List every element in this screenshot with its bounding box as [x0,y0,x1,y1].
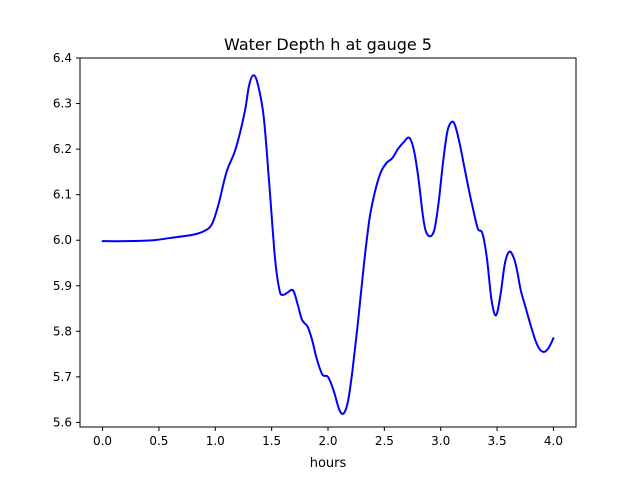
x-tick-label: 3.0 [431,434,450,448]
x-tick-label: 0.0 [93,434,112,448]
y-tick-label: 6.3 [53,97,72,111]
x-tick-label: 2.0 [318,434,337,448]
y-tick-label: 6.1 [53,188,72,202]
x-tick-label: 3.5 [488,434,507,448]
chart-title: Water Depth h at gauge 5 [224,35,432,54]
y-tick-label: 6.2 [53,142,72,156]
x-tick-label: 1.5 [262,434,281,448]
x-tick-label: 2.5 [375,434,394,448]
x-axis-label: hours [310,456,347,471]
series-line-0 [101,74,555,415]
axes-layer: 0.0 0.5 1.0 1.5 2.0 2.5 3.0 3.5 4.0 5.6 5.7 5.8 5.9 6… [53,51,577,448]
y-tick-label: 6.0 [53,233,72,247]
x-tick-label: 4.0 [544,434,563,448]
x-tick-label: 0.5 [149,434,168,448]
y-tick-label: 5.7 [53,370,72,384]
y-tick-label: 5.6 [53,415,72,429]
y-tick-label: 5.8 [53,324,72,338]
y-tick-label: 5.9 [53,279,72,293]
y-tick-label: 6.4 [53,51,72,65]
x-tick-label: 1.0 [206,434,225,448]
series-layer [101,74,555,415]
